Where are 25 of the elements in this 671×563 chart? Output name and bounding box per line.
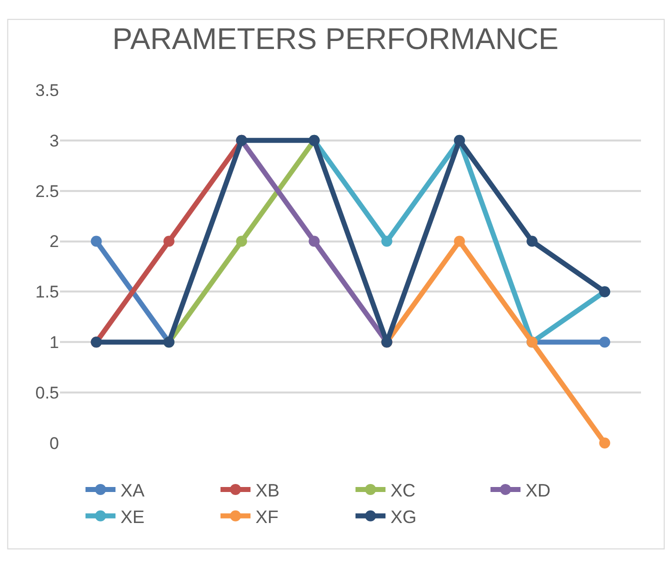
point — [381, 236, 392, 247]
y-tick-label: 0 — [50, 434, 59, 453]
point — [454, 236, 465, 247]
legend-label: XC — [390, 480, 416, 500]
y-tick-label: 1.5 — [35, 282, 59, 302]
point — [599, 438, 610, 448]
y-tick-label: 1 — [50, 333, 59, 352]
legend-label: XB — [256, 480, 280, 500]
y-tick-label: 3 — [50, 131, 59, 150]
legend-label: XD — [526, 480, 551, 500]
legend-label: XE — [120, 506, 145, 527]
y-tick-label: 2.5 — [35, 182, 59, 201]
legend-label: XA — [120, 480, 145, 500]
point — [526, 236, 538, 247]
y-tick-label: 2 — [50, 232, 59, 252]
point — [308, 236, 320, 247]
legend-label: XF — [256, 506, 279, 527]
point — [163, 236, 174, 247]
chart-title: PARAMETERS PERFORMANCE — [112, 23, 559, 56]
point — [236, 236, 248, 247]
point — [90, 236, 102, 247]
point — [599, 336, 610, 348]
y-tick-label: 3.5 — [35, 80, 59, 100]
y-tick-label: 0.5 — [35, 384, 59, 403]
legend-label: XG — [390, 506, 417, 527]
